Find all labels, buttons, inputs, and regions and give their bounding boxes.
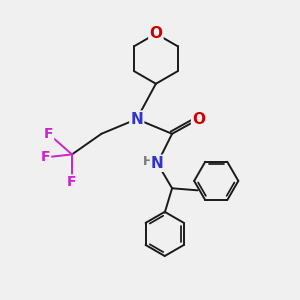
Text: F: F — [44, 127, 53, 141]
Text: F: F — [41, 150, 50, 164]
Text: H: H — [143, 155, 153, 168]
Text: O: O — [149, 26, 162, 41]
Text: N: N — [151, 156, 164, 171]
Text: F: F — [67, 176, 77, 189]
Text: O: O — [192, 112, 205, 127]
Text: N: N — [130, 112, 143, 127]
